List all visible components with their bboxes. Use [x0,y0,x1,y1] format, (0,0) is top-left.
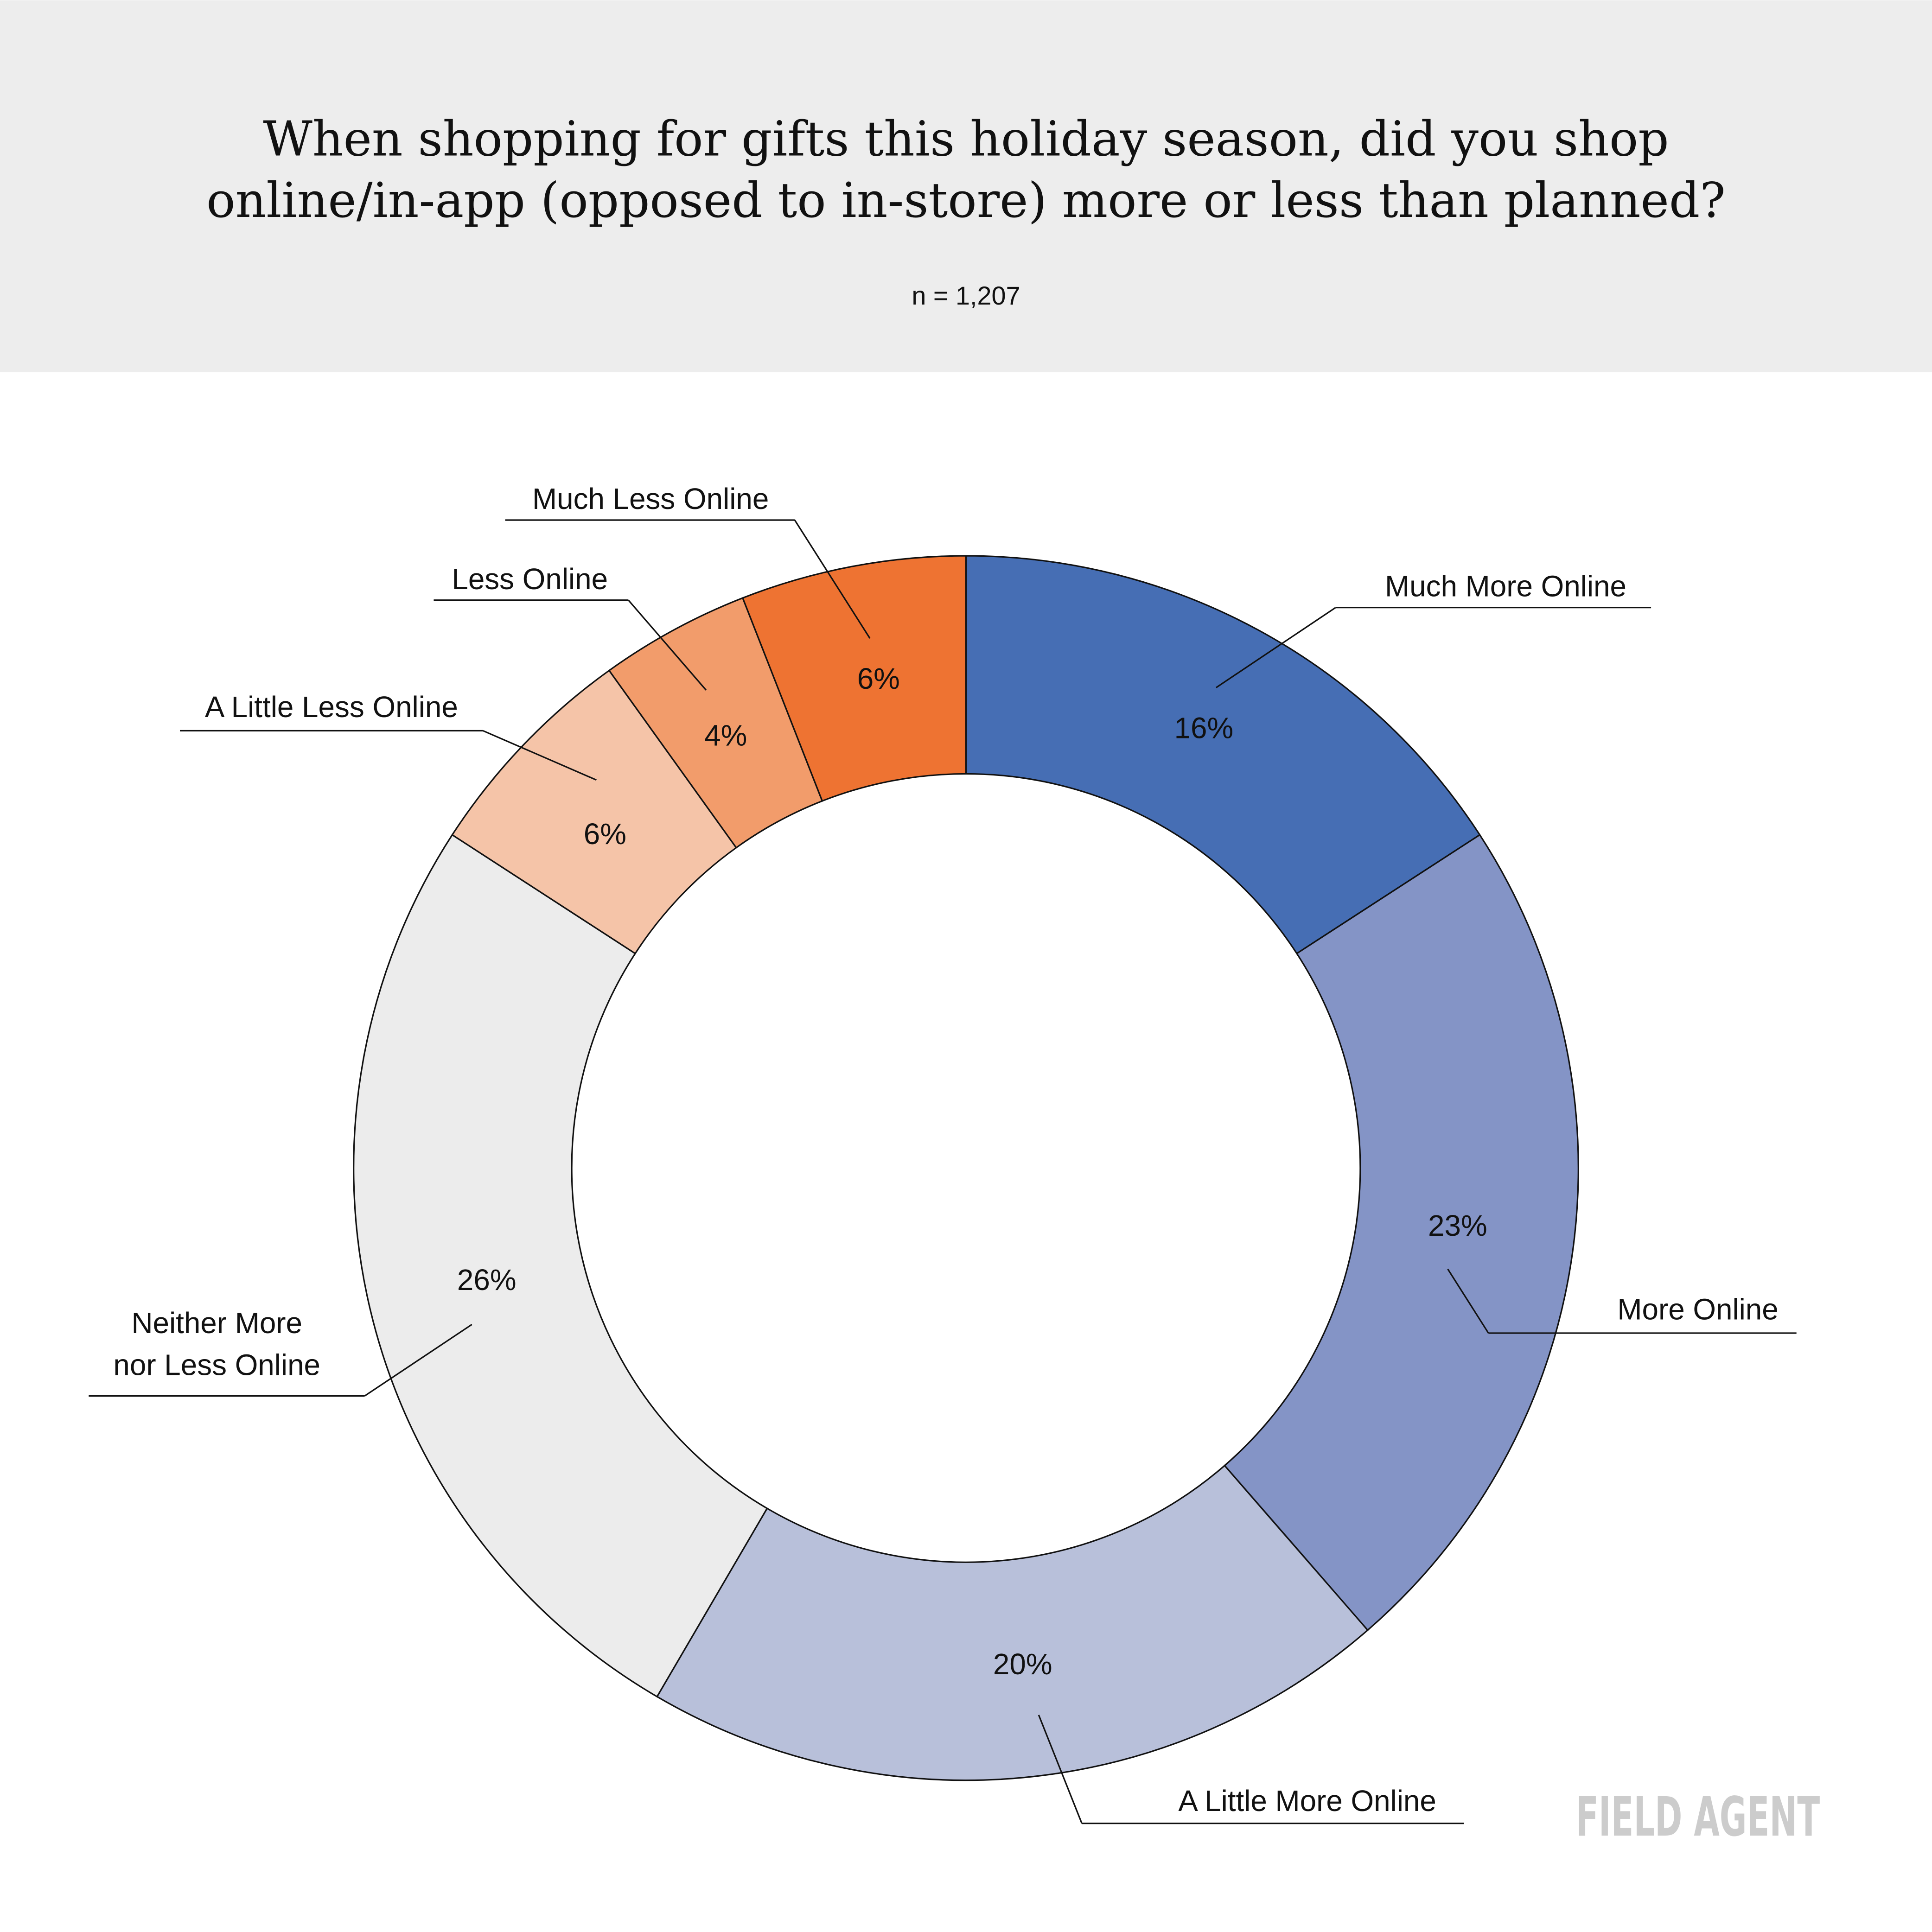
chart-title-line1: When shopping for gifts this holiday sea… [263,111,1669,167]
leader-line [794,520,871,639]
leader-line [1216,607,1336,688]
category-label: Much More Online [1385,570,1626,603]
sample-size: n = 1,207 [912,281,1020,310]
category-label: A Little Less Online [205,690,458,724]
slice-neither-more-nor-less-online [353,833,768,1698]
leader-line [1447,1268,1489,1334]
value-label: 6% [584,817,626,851]
leader-line [364,1324,472,1397]
slice-more-online [1224,833,1579,1632]
category-label: Less Online [452,562,608,596]
header-background [0,0,1932,373]
value-label: 23% [1428,1209,1487,1242]
category-label: More Online [1617,1293,1778,1326]
donut-slices [353,555,1579,1781]
value-label: 4% [704,718,747,752]
value-label: 20% [993,1647,1052,1681]
leader-line [1038,1715,1083,1824]
category-label: A Little More Online [1178,1784,1436,1818]
value-label: 26% [457,1263,516,1296]
category-label: nor Less Online [113,1348,320,1381]
category-label: Much Less Online [532,482,769,515]
field-agent-logo: FIELD AGENT [1576,1785,1820,1849]
leader-line [628,599,707,691]
leader-line [483,730,597,781]
slice-a-little-more-online [656,1464,1369,1781]
slice-labels: Much More Online 16% More Online 23% A Littl… [89,482,1797,1824]
category-label: Neither More [131,1306,302,1340]
slice-much-more-online [965,555,1481,955]
chart-title-line2: online/in-app (opposed to in-store) more… [206,173,1725,229]
value-label: 16% [1174,711,1234,744]
slice-much-less-online [741,555,967,802]
value-label: 6% [857,662,900,695]
